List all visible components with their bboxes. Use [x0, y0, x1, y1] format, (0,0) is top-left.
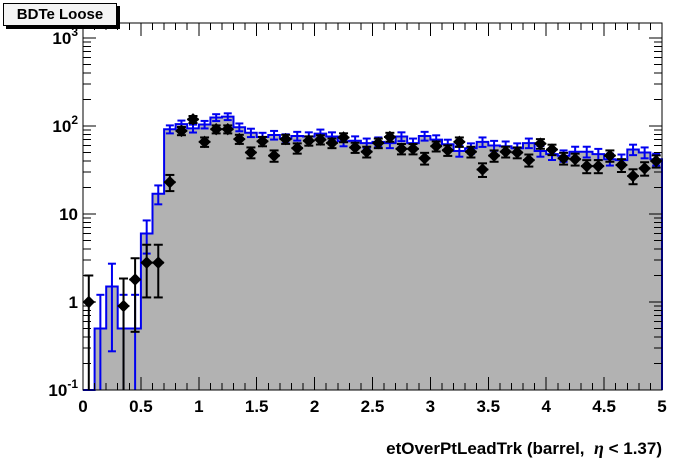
data-point-marker	[557, 152, 570, 165]
data-point-marker	[499, 145, 512, 158]
data-point-marker	[221, 122, 234, 136]
data-point-marker	[360, 145, 373, 158]
x-tick-label: 4	[541, 397, 551, 416]
data-point-marker	[406, 142, 420, 156]
data-point-marker	[267, 149, 281, 162]
data-point-marker	[580, 159, 593, 173]
data-point-marker	[383, 130, 397, 144]
data-point-marker	[302, 134, 316, 147]
histogram-fill	[83, 116, 662, 390]
data-point-marker	[626, 169, 640, 183]
x-tick-label: 2.5	[361, 397, 385, 416]
data-point-marker	[592, 159, 605, 173]
data-point-marker	[522, 153, 536, 167]
data-point-marker	[314, 133, 327, 146]
data-point-marker	[128, 273, 142, 286]
data-point-marker	[603, 149, 617, 162]
title-box: BDTe Loose	[3, 3, 117, 26]
data-point-marker	[453, 135, 466, 149]
x-tick-label: 5	[657, 397, 666, 416]
data-point-marker	[615, 158, 628, 172]
data-point-marker	[534, 137, 547, 150]
x-tick-label: 0	[78, 397, 87, 416]
x-axis-labels: 0 0.5 1 1.5 2 2.5 3 3.5 4 4.5 5	[78, 397, 666, 416]
data-point-marker	[209, 122, 223, 136]
data-point-marker	[198, 135, 211, 149]
data-point-marker	[186, 113, 200, 126]
y-tick-label: 1	[69, 293, 78, 312]
data-point-marker	[348, 141, 362, 154]
y-tick-label: 10-1	[48, 377, 78, 400]
y-axis-ticks	[83, 37, 662, 391]
x-axis-title-suffix: < 1.37)	[603, 439, 662, 458]
data-point-marker	[441, 144, 454, 157]
data-point-marker	[545, 143, 559, 156]
data-point-marker	[476, 163, 489, 176]
data-point-marker	[117, 299, 130, 313]
data-point-marker	[429, 139, 443, 153]
x-axis-title: etOverPtLeadTrk (barrel, η < 1.37)	[386, 438, 662, 459]
data-point-marker	[395, 142, 408, 156]
data-point-marker	[487, 149, 501, 162]
x-tick-label: 2	[310, 397, 319, 416]
data-point-marker	[82, 295, 95, 309]
x-tick-label: 1.5	[245, 397, 269, 416]
data-point-marker	[291, 141, 304, 155]
data-point-marker	[650, 154, 663, 168]
data-point-marker	[140, 256, 153, 269]
title-text: BDTe Loose	[16, 6, 104, 23]
data-point-marker	[568, 152, 582, 166]
data-point-marker	[337, 131, 350, 144]
data-point-marker	[418, 152, 431, 165]
y-tick-label: 10	[59, 205, 78, 224]
data-point-marker	[256, 135, 269, 148]
x-tick-label: 1	[194, 397, 203, 416]
eta-symbol: η	[593, 438, 604, 458]
data-point-marker	[279, 132, 292, 146]
data-point-marker	[464, 145, 478, 158]
data-point-marker	[511, 146, 524, 159]
x-tick-label: 0.5	[129, 397, 153, 416]
x-axis-title-prefix: etOverPtLeadTrk (barrel,	[386, 439, 594, 458]
data-point-marker	[163, 175, 177, 189]
y-tick-label: 103	[52, 25, 78, 48]
x-tick-label: 3	[426, 397, 435, 416]
data-point-marker	[325, 136, 339, 150]
data-points	[82, 113, 663, 390]
y-tick-label: 102	[52, 113, 78, 136]
x-tick-label: 3.5	[476, 397, 500, 416]
data-point-marker	[372, 136, 385, 150]
data-point-marker	[233, 132, 246, 146]
data-point-marker	[152, 256, 165, 269]
x-axis-ticks	[82, 23, 663, 390]
data-point-marker	[638, 162, 651, 175]
data-point-marker	[175, 124, 188, 138]
data-point-marker	[244, 146, 258, 159]
x-tick-label: 4.5	[592, 397, 616, 416]
